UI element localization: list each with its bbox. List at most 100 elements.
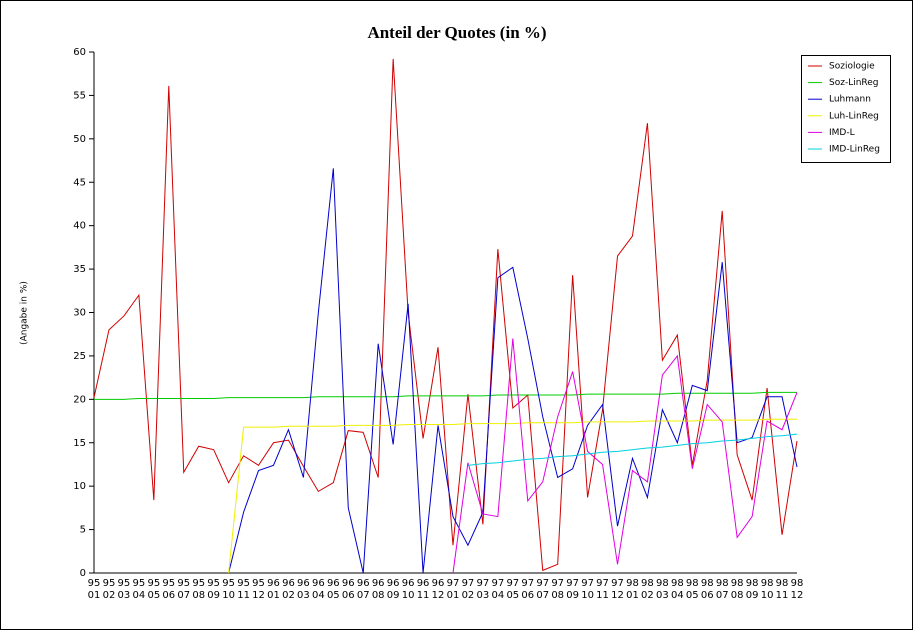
x-tick-year: 97 (596, 578, 609, 589)
x-tick-year: 97 (551, 578, 564, 589)
x-tick-month: 02 (103, 590, 116, 601)
x-tick-month: 09 (207, 590, 220, 601)
x-tick-label: 95 11 (237, 578, 250, 601)
x-tick-label: 98 04 (671, 578, 684, 601)
x-tick-label: 95 06 (162, 578, 175, 601)
x-tick-month: 02 (462, 590, 475, 601)
y-tick-label: 0 (80, 568, 86, 579)
x-tick-year: 98 (761, 578, 774, 589)
x-tick-year: 98 (686, 578, 699, 589)
x-tick-year: 95 (222, 578, 235, 589)
x-tick-year: 98 (791, 578, 804, 589)
x-tick-label: 95 12 (252, 578, 265, 601)
x-tick-year: 95 (118, 578, 131, 589)
x-tick-month: 04 (312, 590, 325, 601)
x-tick-label: 98 08 (731, 578, 744, 601)
x-tick-label: 98 11 (776, 578, 789, 601)
x-tick-label: 96 02 (282, 578, 295, 601)
x-tick-label: 97 04 (491, 578, 504, 601)
x-tick-label: 95 07 (177, 578, 190, 601)
x-tick-month: 10 (761, 590, 774, 601)
x-tick-label: 98 09 (746, 578, 759, 601)
x-tick-month: 10 (581, 590, 594, 601)
x-tick-month: 08 (192, 590, 205, 601)
x-tick-year: 96 (432, 578, 445, 589)
x-tick-year: 97 (506, 578, 519, 589)
x-tick-year: 96 (282, 578, 295, 589)
x-tick-year: 96 (297, 578, 310, 589)
x-tick-month: 05 (327, 590, 340, 601)
x-tick-year: 95 (162, 578, 175, 589)
x-tick-year: 95 (237, 578, 250, 589)
x-tick-year: 96 (267, 578, 280, 589)
x-tick-month: 01 (267, 590, 280, 601)
x-tick-month: 10 (222, 590, 235, 601)
x-tick-year: 97 (536, 578, 549, 589)
x-tick-label: 95 04 (133, 578, 146, 601)
x-tick-label: 96 09 (387, 578, 400, 601)
x-tick-year: 97 (477, 578, 490, 589)
x-tick-month: 07 (177, 590, 190, 601)
y-tick-label: 55 (73, 90, 86, 101)
x-tick-label: 95 02 (103, 578, 116, 601)
legend (801, 55, 891, 163)
x-tick-label: 97 10 (581, 578, 594, 601)
x-tick-month: 05 (147, 590, 160, 601)
x-tick-month: 05 (686, 590, 699, 601)
x-tick-year: 96 (312, 578, 325, 589)
x-tick-label: 98 07 (716, 578, 729, 601)
x-tick-label: 96 05 (327, 578, 340, 601)
x-tick-label: 96 01 (267, 578, 280, 601)
x-tick-year: 96 (387, 578, 400, 589)
series-line (452, 338, 798, 574)
x-tick-month: 12 (252, 590, 265, 601)
x-tick-month: 11 (417, 590, 430, 601)
x-tick-year: 95 (252, 578, 265, 589)
x-tick-year: 97 (491, 578, 504, 589)
x-tick-year: 97 (611, 578, 624, 589)
x-tick-label: 96 06 (342, 578, 355, 601)
x-tick-label: 95 05 (147, 578, 160, 601)
x-tick-label: 98 12 (791, 578, 804, 601)
y-tick-label: 35 (73, 264, 86, 275)
x-tick-month: 07 (716, 590, 729, 601)
series-line (228, 168, 798, 574)
x-tick-year: 98 (701, 578, 714, 589)
x-tick-label: 95 01 (88, 578, 101, 601)
legend-label: Soz-LinReg (829, 78, 879, 88)
x-tick-label: 97 06 (521, 578, 534, 601)
y-tick-label: 15 (73, 438, 86, 449)
x-tick-month: 07 (357, 590, 370, 601)
y-tick-label: 40 (73, 221, 86, 232)
x-tick-year: 96 (342, 578, 355, 589)
x-tick-month: 11 (237, 590, 250, 601)
x-tick-label: 95 09 (207, 578, 220, 601)
x-tick-month: 03 (656, 590, 669, 601)
x-tick-label: 95 08 (192, 578, 205, 601)
legend-label: IMD-L (829, 128, 855, 138)
y-axis-label: (Angabe in %) (20, 281, 30, 345)
x-tick-month: 09 (387, 590, 400, 601)
x-tick-year: 97 (581, 578, 594, 589)
series-line (467, 433, 798, 466)
x-tick-label: 96 04 (312, 578, 325, 601)
x-tick-month: 02 (641, 590, 654, 601)
legend-label: Luh-LinReg (829, 111, 879, 121)
x-tick-month: 10 (402, 590, 415, 601)
x-tick-label: 97 03 (477, 578, 490, 601)
x-tick-month: 06 (342, 590, 355, 601)
x-tick-year: 96 (327, 578, 340, 589)
x-tick-label: 95 03 (118, 578, 131, 601)
x-tick-month: 06 (162, 590, 175, 601)
y-tick-label: 10 (73, 481, 86, 492)
x-tick-label: 97 12 (611, 578, 624, 601)
x-tick-label: 95 10 (222, 578, 235, 601)
x-tick-year: 98 (746, 578, 759, 589)
x-tick-year: 95 (103, 578, 116, 589)
x-tick-year: 96 (417, 578, 430, 589)
x-tick-year: 98 (671, 578, 684, 589)
x-tick-label: 97 02 (462, 578, 475, 601)
x-tick-year: 95 (133, 578, 146, 589)
